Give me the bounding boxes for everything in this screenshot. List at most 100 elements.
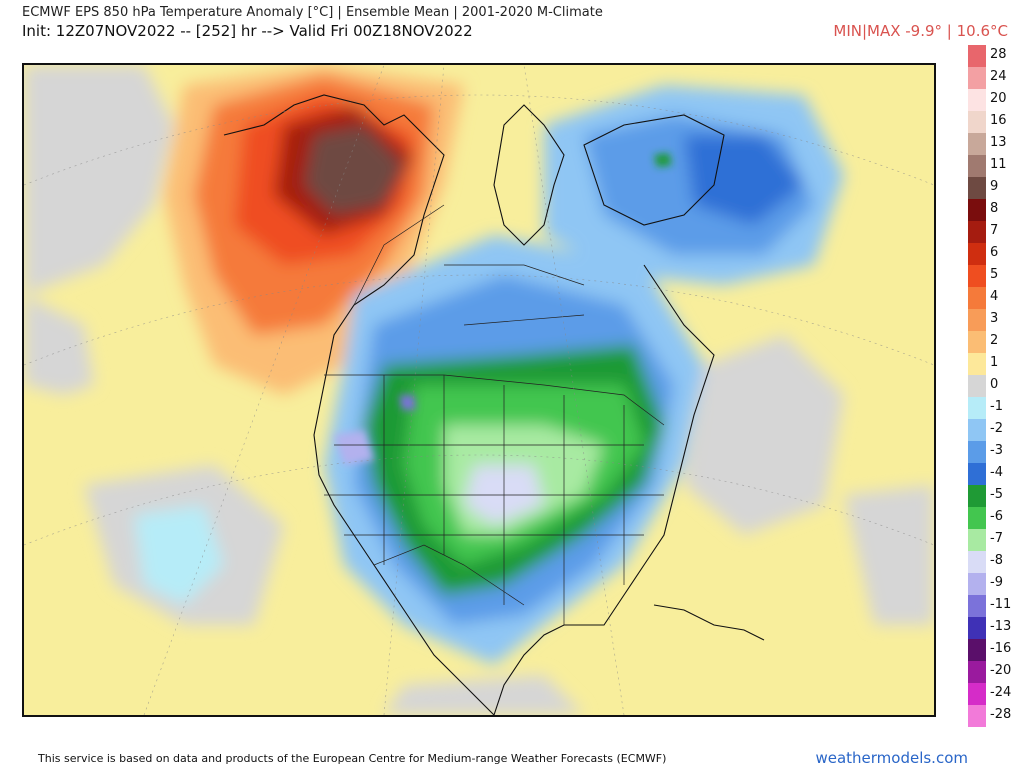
legend-label: -2 [990, 421, 1003, 436]
legend-label: 3 [990, 311, 999, 326]
legend-label: -4 [990, 465, 1003, 480]
legend-entry: -24 [968, 683, 1020, 705]
legend-swatch [968, 595, 986, 617]
caribbean-islands [653, 604, 765, 641]
legend-swatch [968, 221, 986, 243]
legend-swatch [968, 111, 986, 133]
legend-swatch [968, 419, 986, 441]
legend-entry: 0 [968, 375, 1020, 397]
legend-swatch [968, 683, 986, 705]
neutral-region-west [24, 295, 94, 395]
legend-entry: 28 [968, 45, 1020, 67]
legend-swatch [968, 89, 986, 111]
legend-label: -3 [990, 443, 1003, 458]
legend-label: 8 [990, 201, 999, 216]
legend-entry: -7 [968, 529, 1020, 551]
neutral-region-atlantic [684, 335, 844, 535]
legend-swatch [968, 155, 986, 177]
legend-swatch [968, 45, 986, 67]
legend-label: 20 [990, 91, 1007, 106]
legend-label: -28 [990, 707, 1012, 722]
legend-label: -24 [990, 685, 1012, 700]
legend-entry: -8 [968, 551, 1020, 573]
legend-swatch [968, 265, 986, 287]
legend-label: 6 [990, 245, 999, 260]
cool-region-pacific [134, 505, 224, 605]
legend-swatch [968, 177, 986, 199]
legend-swatch [968, 463, 986, 485]
legend-entry: 6 [968, 243, 1020, 265]
longitude-lines [143, 65, 625, 715]
map-title: ECMWF EPS 850 hPa Temperature Anomaly [°… [22, 5, 603, 20]
neutral-region-east [844, 485, 934, 625]
legend-label: -1 [990, 399, 1003, 414]
legend-entry: 11 [968, 155, 1020, 177]
legend-swatch [968, 485, 986, 507]
legend-entry: 20 [968, 89, 1020, 111]
latitude-line-2 [24, 274, 934, 366]
arctic-islands [493, 104, 565, 246]
legend-entry: -11 [968, 595, 1020, 617]
legend-entry: 3 [968, 309, 1020, 331]
legend-entry: -16 [968, 639, 1020, 661]
legend-swatch [968, 529, 986, 551]
legend-entry: 16 [968, 111, 1020, 133]
legend-label: 7 [990, 223, 999, 238]
legend-swatch [968, 617, 986, 639]
east-coastline [493, 264, 715, 715]
minmax-readout: MIN|MAX -9.9° | 10.6°C [833, 22, 1008, 40]
legend-entry: -20 [968, 661, 1020, 683]
graticule [24, 65, 934, 715]
legend-entry: 9 [968, 177, 1020, 199]
legend-swatch [968, 573, 986, 595]
brand-link[interactable]: weathermodels.com [815, 749, 968, 767]
legend-entry: 4 [968, 287, 1020, 309]
legend-swatch [968, 441, 986, 463]
cold-spot-greenland [654, 153, 672, 167]
legend-entry: -6 [968, 507, 1020, 529]
legend-entry: 7 [968, 221, 1020, 243]
borders [324, 204, 665, 625]
legend-label: 4 [990, 289, 999, 304]
legend-entry: -4 [968, 463, 1020, 485]
legend-entry: 2 [968, 331, 1020, 353]
legend-swatch [968, 243, 986, 265]
legend-label: 16 [990, 113, 1007, 128]
legend-swatch [968, 67, 986, 89]
legend-entry: 13 [968, 133, 1020, 155]
legend-entry: -28 [968, 705, 1020, 727]
legend-label: -9 [990, 575, 1003, 590]
neutral-region-south [384, 675, 584, 715]
legend-entry: -3 [968, 441, 1020, 463]
legend-swatch [968, 639, 986, 661]
legend-swatch [968, 397, 986, 419]
cold-region-arctic-core [684, 135, 804, 225]
legend-label: -8 [990, 553, 1003, 568]
state-lines-horizontal [324, 444, 664, 536]
legend-label: -7 [990, 531, 1003, 546]
legend-swatch [968, 331, 986, 353]
legend-label: 5 [990, 267, 999, 282]
warm-region-peak [304, 125, 404, 215]
legend-label: -6 [990, 509, 1003, 524]
legend-entry: -5 [968, 485, 1020, 507]
legend-swatch [968, 309, 986, 331]
greenland-outline [583, 114, 725, 226]
legend-label: 11 [990, 157, 1007, 172]
legend-swatch [968, 551, 986, 573]
legend-swatch [968, 375, 986, 397]
legend-entry: -13 [968, 617, 1020, 639]
legend-entry: 8 [968, 199, 1020, 221]
legend-entry: 5 [968, 265, 1020, 287]
legend-label: -13 [990, 619, 1012, 634]
legend-swatch [968, 287, 986, 309]
legend-entry: -1 [968, 397, 1020, 419]
anomaly-map [22, 63, 936, 717]
legend-label: 1 [990, 355, 999, 370]
legend-label: 24 [990, 69, 1007, 84]
legend-entry: -2 [968, 419, 1020, 441]
cold-spot-west [334, 430, 374, 465]
color-legend: 28 24 20 16 13 11 9 8 7 6 5 4 3 2 1 0 -1 -2 -3 -4 -5 -6 -7 -8 -9… [968, 45, 1020, 727]
legend-label: 9 [990, 179, 999, 194]
ecmwf-credit: This service is based on data and produc… [38, 752, 667, 765]
